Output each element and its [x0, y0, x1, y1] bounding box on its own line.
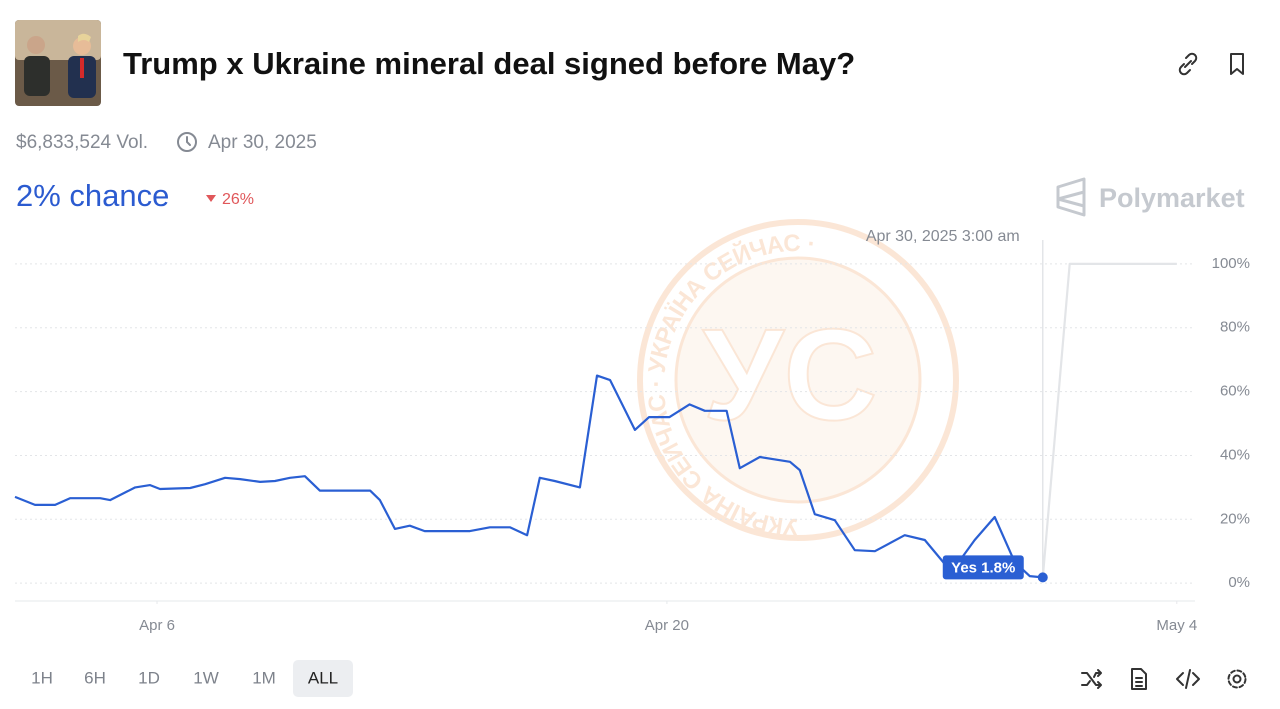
time-range-label: 6H — [84, 668, 106, 687]
active-range-bg — [293, 660, 353, 697]
x-tick-label: Apr 6 — [139, 617, 175, 634]
hover-date: Apr 30, 2025 3:00 am — [866, 228, 1020, 245]
y-tick-label: 40% — [1220, 446, 1250, 463]
x-tick-label: May 4 — [1156, 617, 1197, 634]
hover-label: Yes 1.8% — [951, 559, 1015, 576]
brand-logo — [1056, 177, 1086, 217]
chart: 0% 20% 40% 60% 80% 100% Apr 6 Apr 20 May 4 Apr 30… — [14, 228, 1250, 634]
time-range-button[interactable]: 1D — [138, 668, 160, 687]
volume: $6,833,524 Vol. — [16, 132, 148, 153]
y-tick-label: 100% — [1212, 255, 1250, 272]
series-line — [1041, 262, 1177, 578]
down-arrow — [206, 195, 216, 202]
time-range-button[interactable]: 6H — [84, 668, 106, 687]
time-range-label: 1W — [193, 668, 219, 687]
document-button[interactable] — [1131, 668, 1147, 690]
time-range-button[interactable]: 1W — [193, 668, 219, 687]
time-range-label: ALL — [308, 668, 338, 687]
time-range-label: 1M — [252, 668, 276, 687]
time-range-button[interactable]: ALL — [293, 660, 353, 697]
y-tick-label: 20% — [1220, 510, 1250, 527]
time-range-label: 1D — [138, 668, 160, 687]
watermark-logo: УС — [703, 301, 878, 447]
end-date: Apr 30, 2025 — [208, 132, 317, 153]
hover-tooltip — [942, 555, 1024, 580]
last-point — [1037, 572, 1048, 583]
brand: Polymarket — [1099, 183, 1245, 213]
watermark: УКРАЇНА СЕЙЧАС · УКРАЇНА СЕЙЧАС · УС — [637, 219, 959, 541]
time-range-label: 1H — [31, 668, 53, 687]
chance: 2% chance — [16, 178, 169, 213]
link-button[interactable] — [1178, 52, 1198, 76]
y-tick-label: 80% — [1220, 319, 1250, 336]
time-range-button[interactable]: 1M — [252, 668, 276, 687]
market-thumbnail — [15, 20, 101, 106]
y-tick-label: 60% — [1220, 383, 1250, 400]
market-title: Trump x Ukraine mineral deal signed befo… — [123, 46, 855, 81]
y-tick-label: 0% — [1228, 574, 1250, 591]
embed-button[interactable] — [1176, 669, 1200, 689]
change: 26% — [222, 191, 254, 208]
settings-button[interactable] — [1227, 669, 1247, 689]
shuffle-button[interactable] — [1081, 669, 1102, 689]
time-range-button[interactable]: 1H — [31, 668, 53, 687]
bookmark-button[interactable] — [1230, 53, 1244, 75]
clock-icon — [177, 132, 197, 152]
series-line — [14, 374, 1043, 579]
x-tick-label: Apr 20 — [645, 617, 689, 634]
